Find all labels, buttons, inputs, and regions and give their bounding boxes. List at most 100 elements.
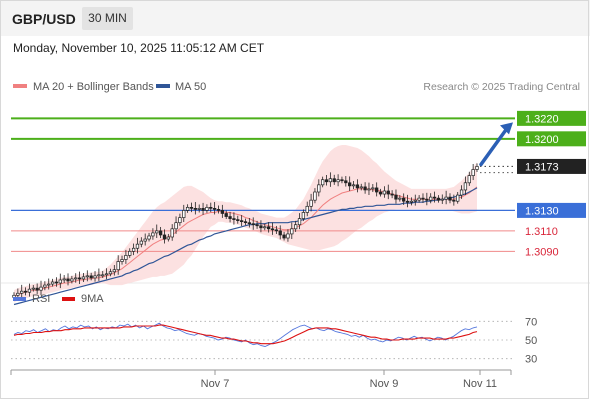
candle-body [170, 228, 174, 238]
candle-body [108, 271, 113, 275]
candle-body [66, 278, 70, 282]
candle [448, 193, 452, 204]
candle [436, 195, 441, 203]
candle [301, 209, 306, 222]
candle [151, 228, 155, 240]
candle [131, 243, 136, 256]
candle [317, 179, 321, 197]
level-label-0: 1.3220 [525, 113, 559, 125]
candle [444, 190, 448, 205]
forecast-arrow-shaft [479, 126, 509, 167]
candle [224, 210, 228, 219]
candle-body [116, 261, 120, 271]
bollinger-legend-label: MA 20 + Bollinger Bands [33, 81, 154, 93]
candle-body [390, 193, 394, 196]
candle-body [77, 277, 82, 280]
chart-datetime: Monday, November 10, 2025 11:05:12 AM CE… [13, 41, 265, 55]
candle-body [54, 281, 59, 284]
candle-body [155, 230, 159, 234]
candle-body [332, 178, 336, 183]
candle-body [166, 236, 170, 240]
candle [62, 275, 66, 284]
level-badge-0 [517, 110, 586, 126]
candle-body [340, 179, 344, 182]
candle-body [89, 275, 93, 279]
candle-body [459, 189, 464, 196]
candle [124, 249, 128, 264]
candle [402, 193, 406, 205]
candle-body [209, 206, 213, 209]
candle [216, 205, 221, 214]
candle [294, 220, 298, 232]
candle-body [232, 218, 236, 220]
candle-body [70, 278, 74, 282]
candle-body [359, 186, 363, 189]
candle [89, 272, 93, 281]
candle [463, 176, 468, 196]
candle-body [85, 275, 89, 278]
candle [386, 184, 390, 200]
candle [332, 174, 336, 185]
candle [81, 273, 86, 283]
forecast-arrow-head [500, 122, 513, 135]
candle [31, 285, 35, 292]
candle-body [351, 184, 356, 187]
candle [348, 176, 352, 191]
candle-body [216, 209, 221, 211]
candle-body [452, 199, 456, 202]
level-label-1: 1.3200 [525, 134, 559, 146]
candle [228, 211, 232, 223]
candle [143, 233, 147, 246]
candle-body [112, 269, 116, 273]
candle [305, 201, 309, 217]
candle-body [120, 259, 124, 262]
candle-body [193, 208, 197, 210]
candle-body [448, 196, 452, 201]
candle [58, 273, 62, 289]
symbol-title: GBP/USD [12, 11, 76, 27]
candle [104, 268, 109, 280]
x-tick-label-2: Nov 11 [463, 378, 497, 390]
timeframe-badge[interactable]: 30 MIN [82, 7, 133, 30]
candle [27, 283, 32, 297]
rsi-legend-swatch [13, 297, 26, 301]
rsi-tick-label-50: 50 [525, 335, 537, 347]
candle-body [286, 233, 290, 239]
candle [452, 194, 456, 206]
candle [20, 284, 24, 299]
candle [363, 182, 367, 194]
candle [456, 192, 460, 204]
candle-body [228, 216, 232, 219]
candle [475, 163, 479, 172]
candle [375, 182, 379, 197]
candle-body [363, 186, 367, 191]
candle-body [278, 230, 282, 236]
candle-body [104, 273, 109, 276]
candle-body [294, 224, 298, 230]
candle-body [20, 290, 24, 294]
candle [340, 176, 344, 184]
candle [359, 183, 363, 191]
candle [193, 202, 197, 215]
candle-body [205, 206, 209, 211]
candle [324, 175, 329, 186]
candle [255, 220, 259, 229]
candle [344, 176, 348, 187]
candle [74, 273, 78, 283]
candle-body [43, 284, 47, 288]
rsi-tick-label-70: 70 [525, 316, 537, 328]
candle-body [436, 197, 441, 201]
candle [112, 265, 116, 276]
level-label-2: 1.3130 [525, 205, 559, 217]
candle-body [31, 287, 35, 290]
candle [185, 204, 190, 213]
candle [247, 217, 252, 228]
candle-body [475, 166, 479, 170]
candle-body [336, 179, 340, 183]
candle [85, 270, 89, 282]
candle [39, 280, 43, 296]
candle [139, 237, 143, 248]
candle [405, 194, 410, 208]
candle-body [375, 187, 379, 193]
